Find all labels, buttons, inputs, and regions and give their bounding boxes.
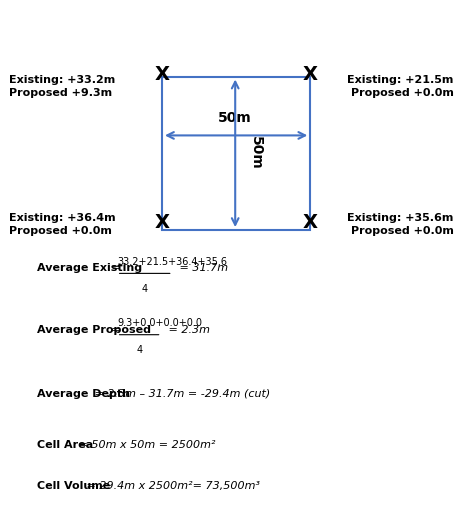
Text: 4: 4: [136, 345, 142, 355]
Text: X: X: [303, 64, 318, 84]
Text: Cell Area: Cell Area: [37, 439, 93, 450]
Text: 33.2+21.5+36.4+35.6: 33.2+21.5+36.4+35.6: [118, 257, 228, 267]
Text: Average Depth: Average Depth: [37, 388, 130, 399]
Text: 50m: 50m: [219, 111, 252, 125]
Text: 4: 4: [142, 284, 148, 294]
Text: =: =: [108, 324, 125, 335]
Text: X: X: [303, 213, 318, 232]
Text: Existing: +35.6m
Proposed +0.0m: Existing: +35.6m Proposed +0.0m: [347, 213, 454, 237]
Text: Existing: +36.4m
Proposed +0.0m: Existing: +36.4m Proposed +0.0m: [9, 213, 116, 237]
Text: X: X: [155, 213, 169, 232]
Text: Average Existing: Average Existing: [37, 263, 142, 273]
Text: = 50m x 50m = 2500m²: = 50m x 50m = 2500m²: [75, 439, 215, 450]
Text: = 2.3m: = 2.3m: [165, 324, 210, 335]
Text: Cell Volume: Cell Volume: [37, 480, 110, 491]
Text: =: =: [108, 263, 125, 273]
Text: = 2.3m – 31.7m = -29.4m (cut): = 2.3m – 31.7m = -29.4m (cut): [91, 388, 270, 399]
Text: = 29.4m x 2500m²= 73,500m³: = 29.4m x 2500m²= 73,500m³: [83, 480, 260, 491]
Text: Existing: +21.5m
Proposed +0.0m: Existing: +21.5m Proposed +0.0m: [347, 75, 454, 99]
Text: X: X: [155, 64, 169, 84]
Text: 50m: 50m: [249, 136, 263, 170]
Text: = 31.7m: = 31.7m: [176, 263, 228, 273]
Text: Existing: +33.2m
Proposed +9.3m: Existing: +33.2m Proposed +9.3m: [9, 75, 115, 99]
Text: Average Proposed: Average Proposed: [37, 324, 151, 335]
Text: 9.3+0.0+0.0+0.0: 9.3+0.0+0.0+0.0: [118, 318, 203, 328]
